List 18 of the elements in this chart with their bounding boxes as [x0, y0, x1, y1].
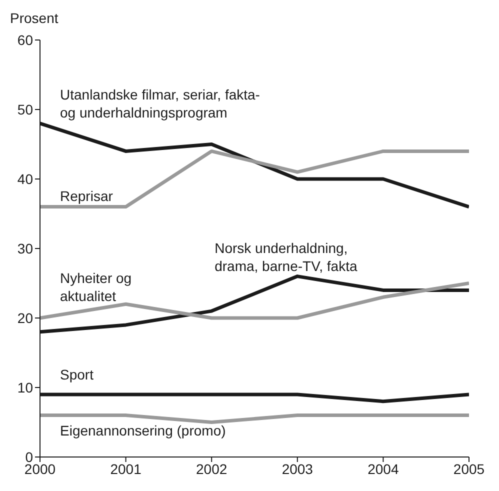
y-axis-title: Prosent: [10, 10, 58, 26]
x-tick-label: 2004: [368, 460, 399, 477]
series-label: Reprisar: [60, 188, 114, 204]
y-tick-label: 30: [17, 240, 34, 256]
y-tick-label: 40: [17, 170, 34, 187]
series-label: Sport: [60, 366, 94, 382]
series-label: Eigenannonsering (promo): [60, 422, 226, 438]
series-label: Utanlandske filmar, seriar, fakta- og underhaldningsprogram: [60, 86, 260, 120]
series-label: Nyheiter og aktualitet: [60, 270, 132, 304]
y-tick-label: 20: [17, 310, 34, 326]
y-tick-label: 60: [17, 32, 34, 48]
x-tick-label: 2005: [453, 460, 485, 477]
series-label: Norsk underhaldning, drama, barne-TV, fakta: [214, 240, 358, 274]
x-tick-label: 2003: [282, 460, 314, 477]
x-tick-label: 2002: [196, 460, 228, 477]
y-tick-label: 50: [17, 101, 34, 118]
x-tick-label: 2001: [110, 460, 142, 477]
y-tick-label: 10: [17, 379, 34, 396]
